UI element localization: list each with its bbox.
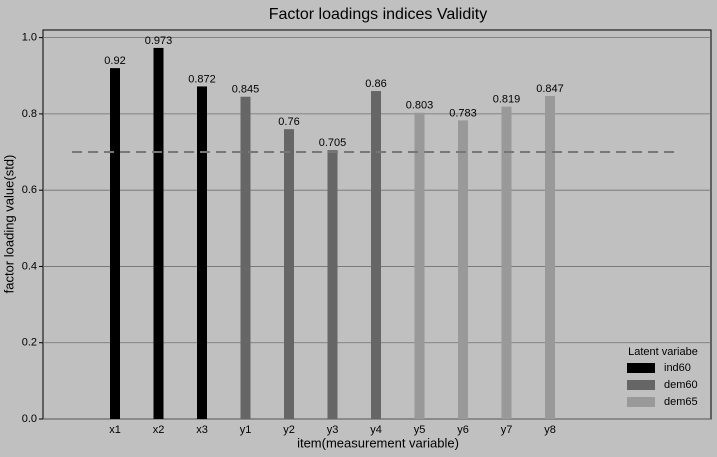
legend-label: ind60 <box>664 362 691 374</box>
x-tick-label: y2 <box>283 424 295 436</box>
data-label: 0.872 <box>188 73 216 85</box>
y-tick-label: 0.0 <box>22 413 37 425</box>
data-label: 0.845 <box>232 84 260 96</box>
data-label: 0.973 <box>145 35 173 47</box>
data-label: 0.819 <box>493 94 521 106</box>
legend-title: Latent variabe <box>628 346 698 358</box>
bar <box>197 86 207 419</box>
bar <box>545 95 555 419</box>
y-tick-label: 0.2 <box>22 337 37 349</box>
chart-title: Factor loadings indices Validity <box>269 6 487 23</box>
bar <box>501 106 512 419</box>
bar <box>153 47 164 420</box>
bar <box>240 96 251 419</box>
bar <box>327 150 338 419</box>
data-label: 0.803 <box>406 100 434 112</box>
x-tick-label: y4 <box>370 424 382 436</box>
y-axis-label: factor loading value(std) <box>1 155 16 294</box>
data-label: 0.847 <box>536 83 564 95</box>
x-tick-label: y7 <box>501 424 513 436</box>
x-tick-label: x2 <box>153 424 165 436</box>
x-tick-label: x1 <box>109 424 121 436</box>
y-tick-label: 0.8 <box>22 108 37 120</box>
bar <box>110 68 120 419</box>
x-axis-label: item(measurement variable) <box>297 435 459 450</box>
x-tick-label: y5 <box>414 424 426 436</box>
legend-label: dem65 <box>664 396 698 408</box>
legend-swatch <box>627 363 655 373</box>
bar <box>371 91 381 420</box>
data-label: 0.86 <box>365 78 386 90</box>
data-label: 0.92 <box>104 55 125 67</box>
data-label: 0.76 <box>278 116 299 128</box>
data-label: 0.705 <box>319 137 347 149</box>
x-tick-label: y6 <box>457 424 469 436</box>
y-tick-label: 0.4 <box>22 260 37 272</box>
x-tick-label: y1 <box>240 424 252 436</box>
bar <box>414 112 425 419</box>
y-tick-label: 1.0 <box>22 32 37 44</box>
legend-swatch <box>627 397 655 407</box>
y-tick-label: 0.6 <box>22 184 37 196</box>
x-tick-label: x3 <box>196 424 208 436</box>
data-label: 0.783 <box>449 107 477 119</box>
legend-swatch <box>627 380 655 390</box>
bar <box>458 120 468 420</box>
bar <box>284 129 294 419</box>
x-tick-label: y8 <box>544 424 556 436</box>
legend-label: dem60 <box>664 379 698 391</box>
x-tick-label: y3 <box>327 424 339 436</box>
